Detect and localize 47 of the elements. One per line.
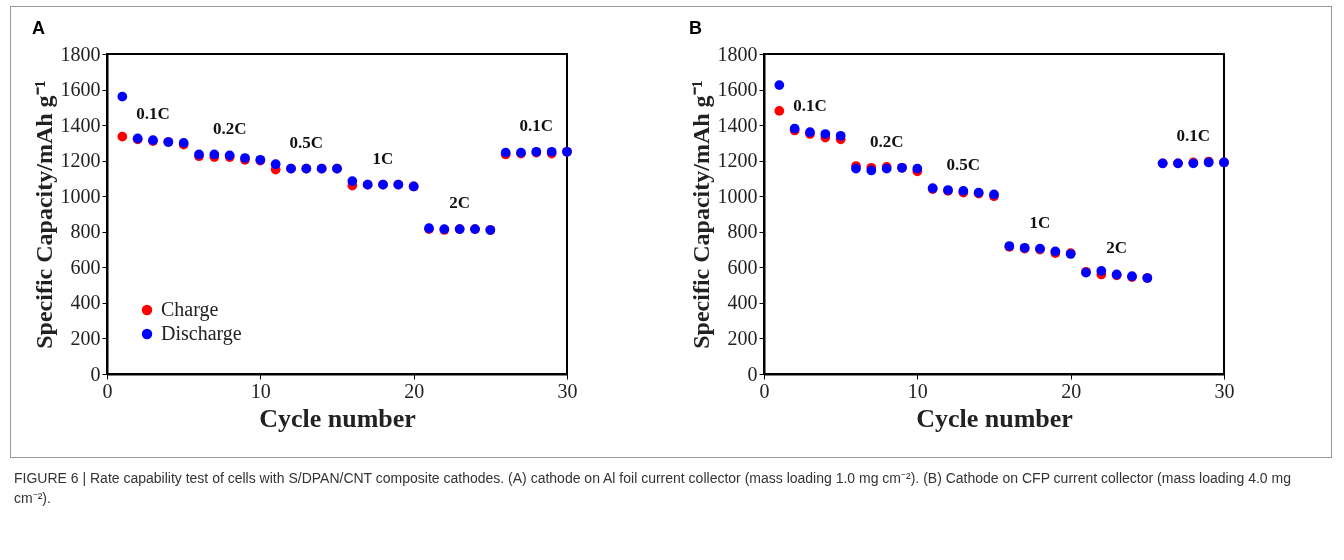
y-tick-label: 800 — [727, 220, 758, 243]
annotation: 1C — [1029, 212, 1051, 232]
annotation: 2C — [449, 193, 471, 213]
y-tick-label: 400 — [70, 291, 101, 314]
x-tick-label: 20 — [404, 379, 425, 402]
y-tick-label: 200 — [70, 326, 101, 349]
y-tick-label: 1000 — [717, 184, 758, 207]
y-tick-label: 600 — [70, 255, 101, 278]
annotation: 0.1C — [136, 104, 170, 124]
y-tick-label: 0 — [747, 362, 758, 385]
y-tick-label: 600 — [727, 255, 758, 278]
annotation: 2C — [1106, 238, 1128, 258]
x-tick-label: 30 — [557, 379, 578, 402]
y-tick-label: 1200 — [717, 149, 758, 172]
y-tick-label: 1600 — [60, 78, 101, 101]
x-tick-label: 20 — [1061, 379, 1082, 402]
y-tick-label: 800 — [70, 220, 101, 243]
annotation: 0.1C — [519, 115, 554, 135]
chart-title: A — [32, 18, 45, 38]
y-tick-label: 0 — [90, 362, 101, 385]
annotation: 0.1C — [793, 96, 827, 116]
y-tick-label: 1800 — [717, 42, 758, 65]
legend-label: Discharge — [161, 322, 242, 345]
y-tick-label: 1800 — [60, 42, 101, 65]
x-tick-label: 30 — [1214, 379, 1235, 402]
x-tick-label: 10 — [907, 379, 928, 402]
chart-title: B — [689, 18, 702, 38]
annotation: 0.5C — [289, 132, 324, 152]
y-axis-title: Specific Capacity/mAh g⁻¹ — [687, 80, 714, 349]
annotation: 0.1C — [1176, 126, 1211, 146]
y-tick-label: 1000 — [60, 184, 101, 207]
y-tick-label: 1600 — [717, 78, 758, 101]
caption: FIGURE 6 | Rate capability test of cells with S/DPAN/CNT composite cathodes. (A) cathode on Al foil current collector (mass loading 1.0 mg cm⁻²). (B) Cathode on CFP current collector (mass loading 4.0 mg cm⁻²). — [14, 469, 1292, 509]
y-tick-label: 1400 — [60, 113, 101, 136]
y-axis-title: Specific Capacity/mAh g⁻¹ — [30, 80, 57, 349]
x-axis-title: Cycle number — [916, 403, 1073, 433]
y-tick-label: 1200 — [60, 149, 101, 172]
x-axis-title: Cycle number — [259, 403, 416, 433]
y-tick-label: 400 — [727, 291, 758, 314]
annotation: 0.5C — [946, 154, 981, 174]
y-tick-label: 200 — [727, 326, 758, 349]
x-tick-label: 10 — [250, 379, 271, 402]
y-tick-label: 1400 — [717, 113, 758, 136]
legend-label: Charge — [161, 298, 219, 321]
annotation: 0.2C — [212, 119, 247, 139]
annotation: 0.2C — [869, 131, 904, 151]
annotation: 1C — [372, 148, 394, 168]
